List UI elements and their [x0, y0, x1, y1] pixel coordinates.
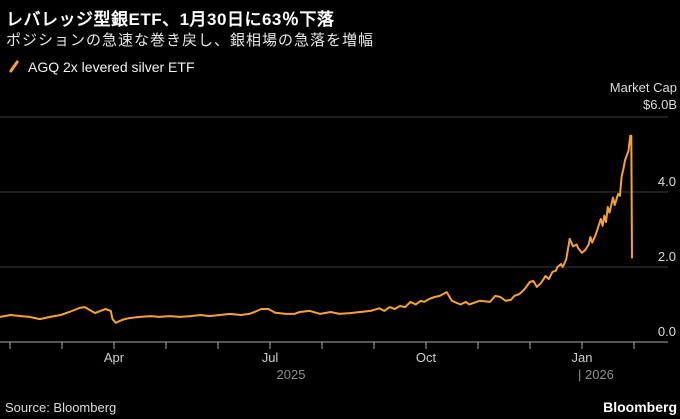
- legend: AGQ 2x levered silver ETF: [6, 59, 195, 75]
- etf-market-cap-line: [0, 134, 633, 324]
- legend-series-label: AGQ 2x levered silver ETF: [28, 59, 195, 75]
- bloomberg-logo: Bloomberg: [603, 399, 677, 415]
- right-axis-top-label: $6.0B: [643, 97, 677, 112]
- chart-subtitle: ポジションの急速な巻き戻し、銀相場の急落を増幅: [6, 32, 375, 49]
- y-axis-label-2: 2.0: [657, 249, 676, 264]
- y-axis-label-0: 0.0: [657, 324, 676, 339]
- chart-title: レバレッジ型銀ETF、1月30日に63％下落: [6, 10, 335, 29]
- source-credit: Source: Bloomberg: [5, 400, 117, 415]
- y-axis-label-4: 4.0: [657, 174, 676, 189]
- right-axis-title: Market Cap: [609, 80, 677, 95]
